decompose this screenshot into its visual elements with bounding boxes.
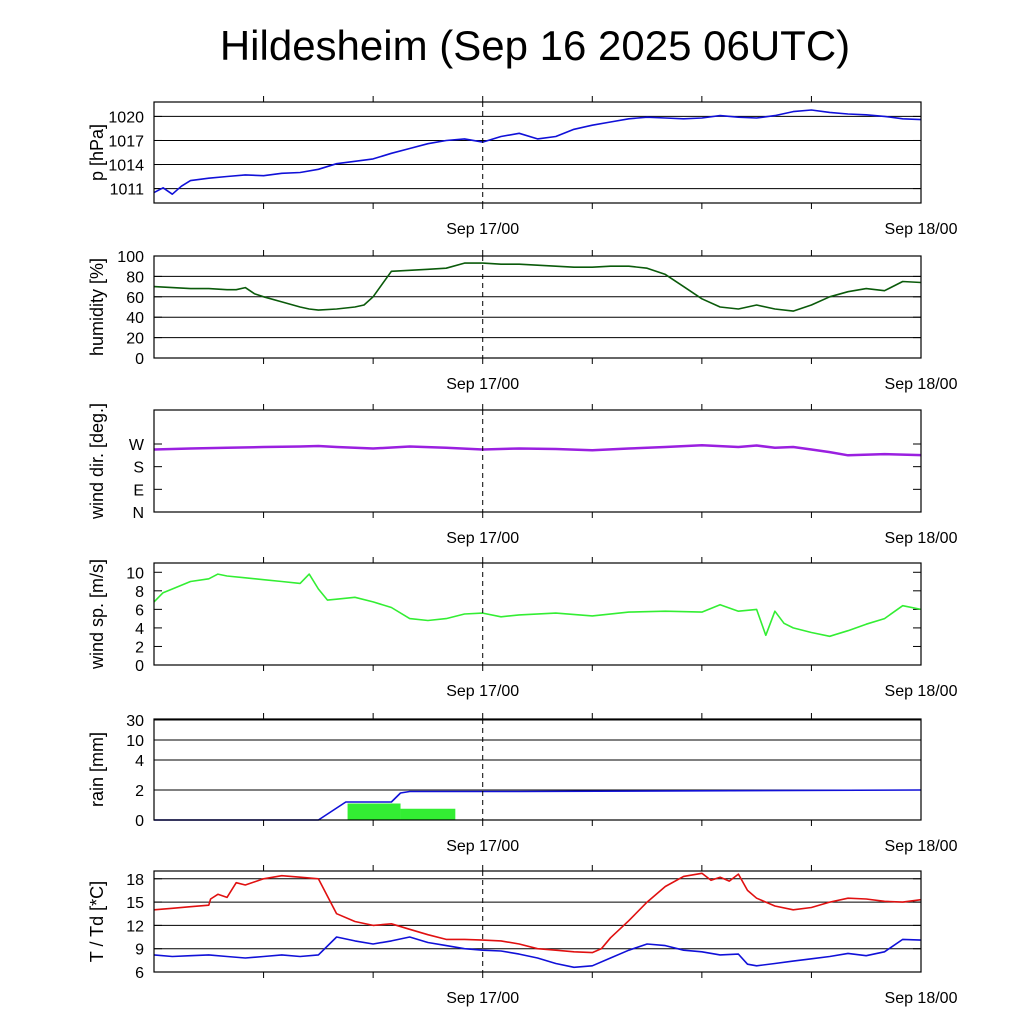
y-tick-label: 4 — [135, 753, 144, 770]
y-tick-label: 80 — [126, 269, 144, 286]
y-axis-label: rain [mm] — [87, 732, 107, 807]
series-line-humidity — [153, 262, 922, 312]
panel-frame — [153, 255, 922, 359]
y-tick-label: 0 — [135, 813, 144, 830]
panel-2: 0 20 40 60 80 100 Sep 17/00 Sep 18/00 humidity [… — [87, 249, 958, 393]
y-tick-label: 1011 — [110, 182, 145, 199]
y-axis-label: p [hPa] — [87, 124, 107, 181]
x-tick-label: Sep 17/00 — [446, 376, 519, 393]
x-tick-label: Sep 17/00 — [446, 838, 519, 855]
y-tick-label: 12 — [126, 918, 144, 935]
x-tick-label: Sep 18/00 — [885, 990, 958, 1007]
panel-5: 0 2 4 10 30 Sep 17/00 Sep 18/00 rain [mm] — [87, 713, 958, 855]
series-line-pressure — [153, 109, 922, 195]
x-tick-label: Sep 17/00 — [446, 221, 519, 238]
panel-4: 0 24 68 10 Sep 17/00 Sep 18/00 wind sp. [m/s] — [87, 557, 958, 700]
y-tick-label: 2 — [135, 639, 144, 656]
series-line-wind_dir — [153, 444, 922, 457]
panel-frame — [153, 101, 922, 204]
y-tick-label: N — [132, 505, 144, 522]
y-tick-label: 1014 — [108, 158, 144, 175]
y-axis-label: T / Td [*C] — [87, 881, 107, 962]
series-line-temperature — [153, 872, 922, 954]
y-axis-label: wind sp. [m/s] — [87, 559, 107, 670]
series-line-rain_cumulative — [154, 789, 922, 821]
y-axis-label: humidity [%] — [87, 258, 107, 356]
panel-6: 6 9 12 15 18 Sep 17/00 Sep 18/00 T / Td [*C] — [87, 865, 958, 1007]
panel-frame — [153, 409, 922, 513]
y-tick-label: W — [129, 437, 145, 454]
x-tick-label: Sep 17/00 — [446, 683, 519, 700]
y-tick-label: 100 — [117, 249, 144, 266]
y-tick-label: 6 — [135, 602, 144, 619]
y-tick-label: 10 — [126, 565, 144, 582]
rain-bar — [400, 808, 456, 820]
y-tick-label: 1017 — [108, 133, 144, 150]
y-tick-label: 2 — [135, 783, 144, 800]
x-tick-label: Sep 18/00 — [885, 221, 958, 238]
series-line-dewpoint — [153, 936, 922, 969]
x-tick-label: Sep 17/00 — [446, 530, 519, 547]
y-tick-label: 0 — [135, 351, 144, 368]
x-tick-label: Sep 18/00 — [885, 683, 958, 700]
panel-frame — [153, 870, 922, 973]
x-tick-label: Sep 18/00 — [885, 838, 958, 855]
y-axis-label: wind dir. [deg.] — [87, 403, 107, 520]
series-line-wind_speed — [153, 573, 922, 638]
panel-frame — [153, 562, 922, 666]
chart-title: Hildesheim (Sep 16 2025 06UTC) — [219, 22, 851, 69]
y-tick-label: 30 — [126, 713, 144, 730]
y-tick-label: 0 — [135, 658, 144, 675]
y-tick-label: 4 — [135, 621, 144, 638]
y-tick-label: 60 — [126, 290, 144, 307]
y-tick-label: 15 — [126, 895, 144, 912]
y-tick-label: 20 — [126, 331, 144, 348]
panel-1: 1011 1014 1017 1020 Sep 17/00 Sep 18/00 p [hPa… — [87, 96, 958, 238]
y-tick-label: 6 — [135, 965, 144, 982]
x-tick-label: Sep 18/00 — [885, 376, 958, 393]
y-tick-label: E — [133, 482, 144, 499]
y-tick-label: 40 — [126, 310, 144, 327]
y-tick-label: 9 — [135, 942, 144, 959]
y-tick-label: S — [133, 460, 144, 477]
y-tick-label: 18 — [126, 872, 144, 889]
rain-bar — [347, 803, 401, 820]
y-tick-label: 10 — [126, 733, 144, 750]
x-tick-label: Sep 18/00 — [885, 530, 958, 547]
x-tick-label: Sep 17/00 — [446, 990, 519, 1007]
y-tick-label: 1020 — [108, 109, 144, 126]
y-tick-label: 8 — [135, 584, 144, 601]
panel-frame — [153, 718, 922, 821]
